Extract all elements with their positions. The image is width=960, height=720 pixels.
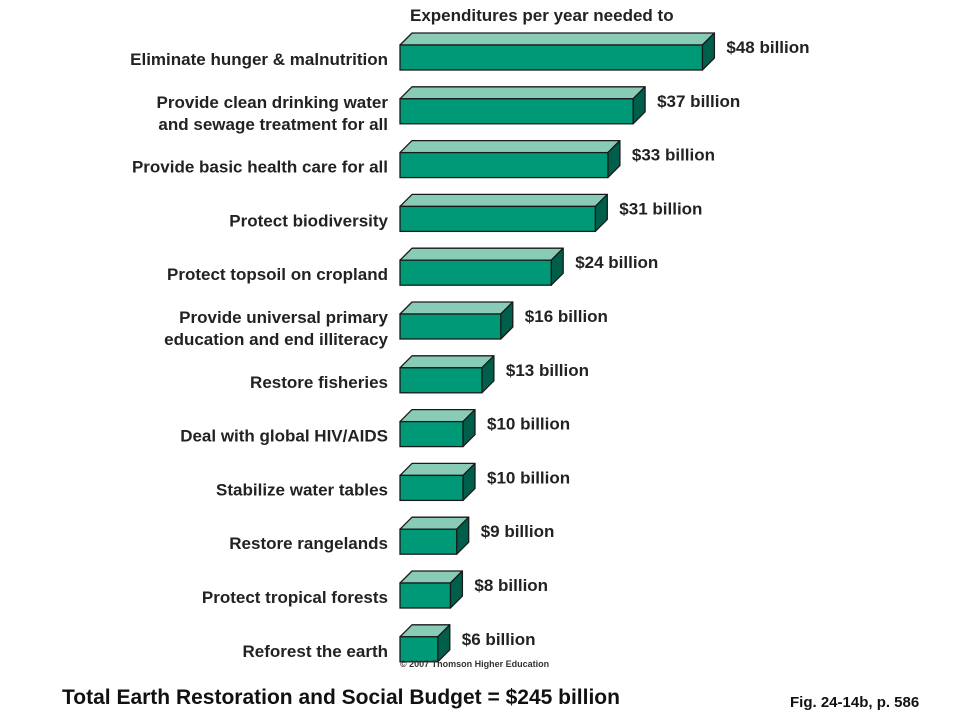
- figure-reference: Fig. 24-14b, p. 586: [790, 694, 920, 711]
- bar: [399, 205, 596, 233]
- category-label-line: Protect biodiversity: [229, 211, 388, 230]
- bar: [399, 313, 502, 340]
- bar-top-face: [399, 86, 646, 100]
- category-label: Restore rangelands: [229, 534, 388, 553]
- bar: [399, 98, 634, 125]
- category-label: Provide clean drinking water and sewage t…: [157, 93, 389, 134]
- bar-value-label: $6 billion: [462, 630, 536, 649]
- category-label-line: and sewage treatment for all: [158, 115, 388, 134]
- bar: [399, 420, 464, 448]
- bar: [399, 259, 552, 286]
- bar-value-label: $31 billion: [619, 199, 702, 218]
- bar-top-face: [399, 301, 514, 315]
- bar-top-face: [399, 462, 476, 477]
- bar-value-label: $33 billion: [632, 146, 715, 165]
- bar: [399, 636, 439, 663]
- category-label-line: Provide universal primary: [179, 308, 388, 327]
- bar-value-label: $10 billion: [487, 468, 570, 487]
- category-label: Protect tropical forests: [202, 588, 388, 607]
- bar-top-face: [399, 32, 716, 46]
- bar-top-face: [399, 355, 495, 369]
- category-label: Eliminate hunger & malnutrition: [130, 50, 388, 69]
- bar: [399, 151, 609, 179]
- bar-value-label: $24 billion: [575, 253, 658, 272]
- bar: [399, 474, 464, 502]
- bar: [399, 44, 704, 71]
- category-label: Deal with global HIV/AIDS: [180, 427, 388, 446]
- category-label: Protect topsoil on cropland: [167, 265, 388, 284]
- category-label-line: Eliminate hunger & malnutrition: [130, 50, 388, 69]
- category-label-line: Deal with global HIV/AIDS: [180, 427, 388, 446]
- category-label: Reforest the earth: [243, 642, 388, 661]
- category-label-line: Protect topsoil on cropland: [167, 265, 388, 284]
- bar-value-label: $16 billion: [525, 307, 608, 326]
- bar-value-label: $10 billion: [487, 415, 570, 434]
- category-label-line: Provide clean drinking water: [157, 93, 389, 112]
- category-label-line: Protect tropical forests: [202, 588, 388, 607]
- bar-value-label: $13 billion: [506, 361, 589, 380]
- bar-top-face: [399, 408, 476, 423]
- category-label: Provide universal primary education and e…: [164, 308, 388, 349]
- bar-top-face: [399, 193, 608, 208]
- bar: [399, 367, 483, 394]
- category-label-line: Restore rangelands: [229, 534, 388, 553]
- category-label-line: education and end illiteracy: [164, 330, 388, 349]
- category-label-line: Stabilize water tables: [216, 480, 388, 499]
- category-label: Provide basic health care for all: [132, 158, 388, 177]
- category-label-line: Provide basic health care for all: [132, 158, 388, 177]
- bar-value-label: $48 billion: [726, 38, 809, 57]
- category-label-line: Restore fisheries: [250, 373, 388, 392]
- bar-top-face: [399, 247, 564, 261]
- bar-top-face: [399, 139, 621, 154]
- bar: [399, 582, 452, 609]
- bar-value-label: $8 billion: [474, 576, 548, 595]
- chart-header: Expenditures per year needed to: [410, 6, 674, 25]
- category-label: Protect biodiversity: [229, 211, 388, 230]
- copyright-notice: © 2007 Thomson Higher Education: [400, 659, 550, 669]
- category-label-line: Reforest the earth: [243, 642, 388, 661]
- bar-value-label: $37 billion: [657, 92, 740, 111]
- bar: [399, 528, 458, 555]
- total-budget-line: Total Earth Restoration and Social Budge…: [62, 686, 620, 709]
- bar-value-label: $9 billion: [481, 522, 555, 541]
- category-label: Stabilize water tables: [216, 480, 388, 499]
- category-label: Restore fisheries: [250, 373, 388, 392]
